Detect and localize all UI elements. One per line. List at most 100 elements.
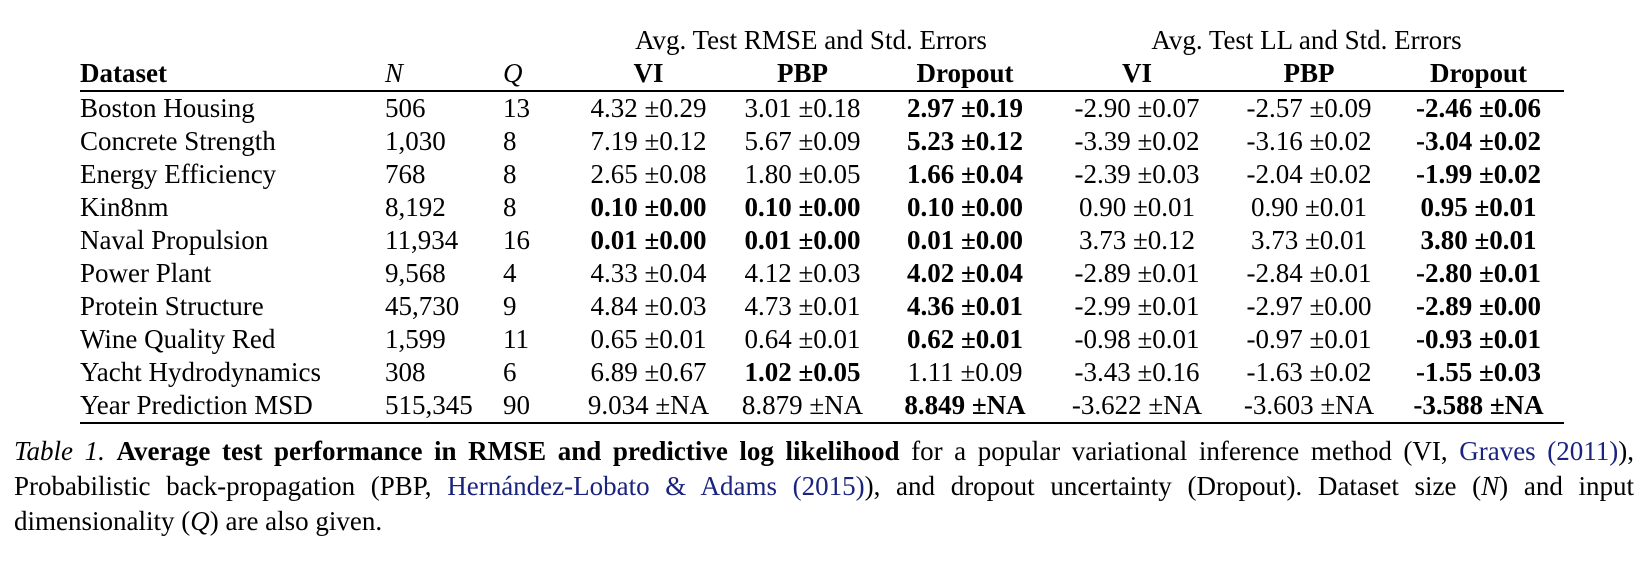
- rmse-vi-cell: 2.65 ±0.08: [590, 159, 707, 189]
- rmse-dropout-cell: 4.36 ±0.01: [906, 291, 1024, 321]
- table-row: Power Plant 9,568 4 4.33 ±0.04 4.12 ±0.03 4.0…: [80, 257, 1564, 290]
- q-cell: 8: [503, 126, 517, 156]
- col-header-rmse-vi: VI: [573, 57, 724, 92]
- ll-pbp-cell: -3.16 ±0.02: [1246, 126, 1372, 156]
- q-cell: 13: [503, 93, 530, 123]
- q-cell: 16: [503, 225, 530, 255]
- rmse-pbp-cell: 5.67 ±0.09: [744, 126, 861, 156]
- caption-symbol-q: Q: [190, 506, 210, 536]
- n-cell: 45,730: [385, 291, 460, 321]
- ll-pbp-cell: -2.97 ±0.00: [1246, 291, 1372, 321]
- col-header-ll-dropout: Dropout: [1393, 57, 1564, 92]
- rmse-vi-cell: 0.10 ±0.00: [590, 192, 707, 222]
- q-cell: 9: [503, 291, 517, 321]
- table-row: Yacht Hydrodynamics 308 6 6.89 ±0.67 1.02 ±0…: [80, 356, 1564, 389]
- n-cell: 11,934: [385, 225, 459, 255]
- rmse-pbp-cell: 4.73 ±0.01: [744, 291, 861, 321]
- rmse-dropout-cell: 1.66 ±0.04: [906, 159, 1024, 189]
- ll-dropout-cell: -2.89 ±0.00: [1415, 291, 1542, 321]
- dataset-cell: Yacht Hydrodynamics: [80, 357, 321, 387]
- ll-vi-cell: -2.99 ±0.01: [1074, 291, 1200, 321]
- ll-pbp-cell: -3.603 ±NA: [1225, 389, 1393, 424]
- col-header-q: Q: [503, 57, 573, 92]
- n-cell: 515,345: [385, 389, 503, 424]
- q-cell: 8: [503, 159, 517, 189]
- ll-vi-cell: 3.73 ±0.12: [1078, 225, 1196, 255]
- table-row: Year Prediction MSD 515,345 90 9.034 ±NA 8.8…: [80, 389, 1564, 424]
- q-cell: 90: [503, 389, 573, 424]
- rmse-vi-cell: 0.01 ±0.00: [590, 225, 707, 255]
- rmse-group-header: Avg. Test RMSE and Std. Errors: [635, 25, 987, 55]
- table-row: Concrete Strength 1,030 8 7.19 ±0.12 5.67 ±0…: [80, 125, 1564, 158]
- citation-graves-year[interactable]: (2011): [1547, 436, 1619, 466]
- q-cell: 4: [503, 258, 517, 288]
- rmse-pbp-cell: 0.64 ±0.01: [744, 324, 861, 354]
- rmse-vi-cell: 6.89 ±0.67: [590, 357, 707, 387]
- col-header-ll-pbp: PBP: [1225, 57, 1393, 92]
- ll-dropout-cell: 3.80 ±0.01: [1420, 225, 1537, 255]
- citation-hernandez-lobato[interactable]: Hernández-Lobato & Adams (2015): [447, 471, 865, 501]
- ll-vi-cell: -0.98 ±0.01: [1074, 324, 1200, 354]
- n-cell: 1,599: [385, 324, 446, 354]
- table-caption: Table 1. Average test performance in RMS…: [14, 434, 1634, 539]
- rmse-vi-cell: 9.034 ±NA: [573, 389, 724, 424]
- group-header-row: Avg. Test RMSE and Std. Errors Avg. Test…: [80, 24, 1564, 57]
- ll-dropout-cell: -1.55 ±0.03: [1415, 357, 1542, 387]
- rmse-pbp-cell: 0.10 ±0.00: [744, 192, 861, 222]
- rmse-vi-cell: 0.65 ±0.01: [590, 324, 707, 354]
- dataset-cell: Boston Housing: [80, 93, 255, 123]
- caption-text: ), Probabilistic back-propagation (PBP,: [14, 436, 1635, 501]
- caption-text: [1536, 436, 1548, 466]
- column-header-row: Dataset N Q VI PBP Dropout VI PBP Dropou…: [80, 57, 1564, 92]
- rmse-dropout-cell: 0.62 ±0.01: [906, 324, 1024, 354]
- ll-dropout-cell: -3.04 ±0.02: [1415, 126, 1542, 156]
- rmse-dropout-cell: 2.97 ±0.19: [906, 93, 1024, 123]
- rmse-dropout-cell: 0.01 ±0.00: [906, 225, 1024, 255]
- ll-vi-cell: -3.43 ±0.16: [1074, 357, 1200, 387]
- caption-bold-title: Average test performance in RMSE and pre…: [116, 436, 900, 466]
- caption-text: ), and dropout uncertainty (Dropout). Da…: [864, 471, 1482, 501]
- table-row: Wine Quality Red 1,599 11 0.65 ±0.01 0.64 ±0…: [80, 323, 1564, 356]
- ll-dropout-cell: 0.95 ±0.01: [1420, 192, 1537, 222]
- ll-dropout-cell: -1.99 ±0.02: [1415, 159, 1542, 189]
- col-header-rmse-pbp: PBP: [724, 57, 881, 92]
- n-cell: 768: [385, 159, 426, 189]
- ll-dropout-cell: -2.46 ±0.06: [1415, 93, 1542, 123]
- col-header-n: N: [385, 57, 503, 92]
- q-cell: 11: [503, 324, 529, 354]
- col-header-rmse-dropout: Dropout: [881, 57, 1049, 92]
- rmse-pbp-cell: 0.01 ±0.00: [744, 225, 861, 255]
- rmse-vi-cell: 4.32 ±0.29: [590, 93, 707, 123]
- ll-pbp-cell: -0.97 ±0.01: [1246, 324, 1372, 354]
- ll-dropout-cell: -0.93 ±0.01: [1415, 324, 1542, 354]
- results-table-container: Avg. Test RMSE and Std. Errors Avg. Test…: [80, 24, 1570, 424]
- rmse-dropout-cell: 0.10 ±0.00: [906, 192, 1024, 222]
- ll-vi-cell: -3.39 ±0.02: [1074, 126, 1200, 156]
- dataset-cell: Energy Efficiency: [80, 159, 277, 189]
- caption-symbol-n: N: [1481, 471, 1500, 501]
- rmse-vi-cell: 4.84 ±0.03: [590, 291, 707, 321]
- dataset-cell: Power Plant: [80, 258, 212, 288]
- citation-graves[interactable]: Graves: [1459, 436, 1536, 466]
- table-row: Energy Efficiency 768 8 2.65 ±0.08 1.80 ±0.0…: [80, 158, 1564, 191]
- table-row: Kin8nm 8,192 8 0.10 ±0.00 0.10 ±0.00 0.10 ±0.…: [80, 191, 1564, 224]
- caption-text: ) and input dimensionality (: [14, 471, 1634, 536]
- rmse-pbp-cell: 8.879 ±NA: [724, 389, 881, 424]
- ll-dropout-cell: -3.588 ±NA: [1393, 389, 1564, 424]
- table-row: Boston Housing 506 13 4.32 ±0.29 3.01 ±0.18 2…: [80, 91, 1564, 125]
- q-cell: 6: [503, 357, 517, 387]
- dataset-cell: Naval Propulsion: [80, 225, 269, 255]
- ll-vi-cell: -2.39 ±0.03: [1074, 159, 1200, 189]
- ll-vi-cell: -2.89 ±0.01: [1074, 258, 1200, 288]
- rmse-dropout-cell: 8.849 ±NA: [881, 389, 1049, 424]
- ll-pbp-cell: -1.63 ±0.02: [1246, 357, 1372, 387]
- ll-pbp-cell: -2.57 ±0.09: [1246, 93, 1372, 123]
- ll-vi-cell: -2.90 ±0.07: [1074, 93, 1200, 123]
- n-cell: 308: [385, 357, 426, 387]
- col-header-dataset: Dataset: [80, 57, 385, 92]
- col-header-ll-vi: VI: [1049, 57, 1225, 92]
- table-body: Boston Housing 506 13 4.32 ±0.29 3.01 ±0.18 2…: [80, 91, 1564, 424]
- n-cell: 9,568: [385, 258, 446, 288]
- rmse-vi-cell: 4.33 ±0.04: [590, 258, 707, 288]
- q-cell: 8: [503, 192, 517, 222]
